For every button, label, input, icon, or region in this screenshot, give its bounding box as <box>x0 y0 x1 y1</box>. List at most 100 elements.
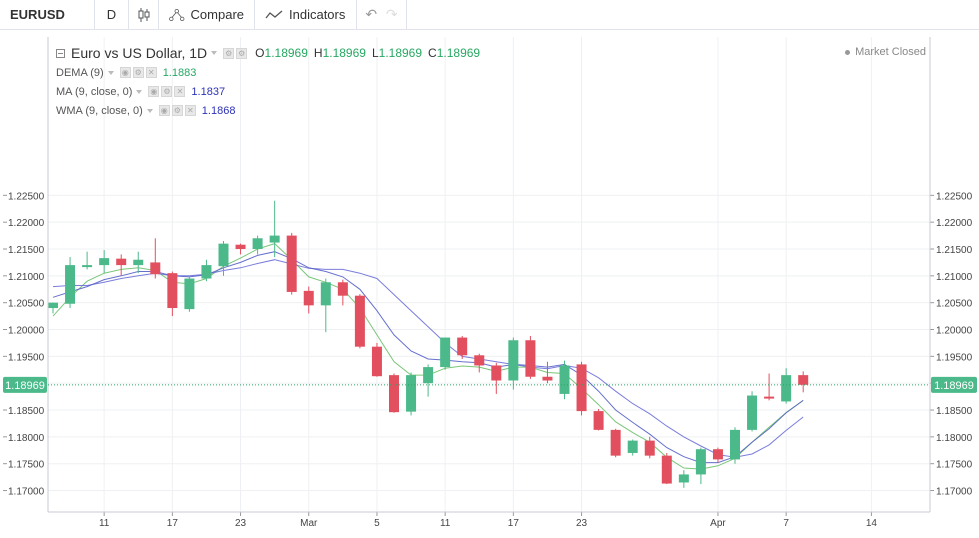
candle-down <box>525 335 536 379</box>
interval-button[interactable]: D <box>95 0 129 29</box>
candle-up <box>99 250 110 274</box>
current-price-label-left: 1.18969 <box>5 380 45 392</box>
chart-legend: Euro vs US Dollar, 1D ⚙ ⚙ O 1.18969 H 1.18… <box>56 43 480 120</box>
current-price-group: 1.18969 1.18969 <box>3 376 977 393</box>
candle-up <box>406 372 417 416</box>
candle-body <box>457 337 468 356</box>
ma-value: 1.1837 <box>191 85 226 98</box>
candle-body <box>798 375 809 385</box>
chevron-down-icon[interactable] <box>107 70 114 75</box>
candle-body <box>712 449 723 460</box>
candle-down <box>593 408 604 431</box>
candle-up <box>218 240 229 276</box>
candle-body <box>576 364 587 412</box>
candle-body <box>252 238 263 250</box>
settings-icon[interactable]: ⚙ <box>223 47 235 59</box>
high-value: 1.18969 <box>322 46 366 60</box>
close-icon[interactable]: ✕ <box>145 67 157 78</box>
candle-down <box>542 361 553 384</box>
candle-body <box>286 235 297 292</box>
candle-down <box>798 371 809 393</box>
low-label: L <box>371 46 379 60</box>
interval-label: D <box>106 7 117 22</box>
candle-body <box>269 235 280 243</box>
candle-down <box>150 238 161 279</box>
wma-label: WMA (9, close, 0) <box>56 104 143 117</box>
y-tick-label-left: 1.17000 <box>8 487 45 498</box>
candle-body <box>542 376 553 381</box>
compare-button[interactable]: Compare <box>159 0 255 29</box>
candle-up <box>559 360 570 400</box>
ma-label: MA (9, close, 0) <box>56 85 133 98</box>
candle-body <box>747 395 758 430</box>
candle-up <box>781 368 792 404</box>
y-tick-label-right: 1.20000 <box>936 326 973 337</box>
indicators-button[interactable]: Indicators <box>255 0 357 29</box>
candle-up <box>678 470 689 488</box>
settings-icon[interactable]: ⚙ <box>161 86 173 97</box>
candle-down <box>764 373 775 401</box>
redo-icon[interactable]: ↷ <box>385 6 398 22</box>
status-dot-icon <box>845 49 851 55</box>
candle-body <box>48 302 58 309</box>
y-tick-label-right: 1.21500 <box>936 245 973 256</box>
chart-style-button[interactable] <box>129 0 159 29</box>
open-value: 1.18969 <box>264 46 308 60</box>
candle-body <box>559 365 570 394</box>
candle-body <box>389 375 399 413</box>
y-tick-label-right: 1.22000 <box>936 218 973 229</box>
candle-down <box>389 373 399 413</box>
current-price-tag-left <box>3 376 47 393</box>
market-status: Market Closed <box>845 46 926 58</box>
candle-up <box>747 391 758 432</box>
settings-icon[interactable]: ⚙ <box>171 105 183 116</box>
eye-icon[interactable]: ◉ <box>119 67 131 78</box>
settings-icon[interactable]: ⚙ <box>132 67 144 78</box>
candle-body <box>627 440 638 453</box>
candles <box>48 200 809 488</box>
y-tick-label-left: 1.21500 <box>8 245 45 256</box>
dema-label: DEMA (9) <box>56 66 104 79</box>
legend-wma-row[interactable]: WMA (9, close, 0) ◉ ⚙ ✕ 1.1868 <box>56 101 480 120</box>
close-icon[interactable]: ✕ <box>184 105 196 116</box>
eye-icon[interactable]: ◉ <box>158 105 170 116</box>
candle-body <box>491 365 502 381</box>
current-price-label-right: 1.18969 <box>934 380 974 392</box>
collapse-legend-icon[interactable] <box>56 48 65 58</box>
indicators-icon <box>265 10 283 18</box>
legend-title: Euro vs US Dollar, 1D <box>71 45 208 61</box>
candle-body <box>133 259 144 266</box>
y-tick-label-right: 1.19500 <box>936 352 973 363</box>
eye-icon[interactable]: ◉ <box>148 86 160 97</box>
candle-body <box>337 282 348 296</box>
candle-body <box>764 396 775 399</box>
indicators-label: Indicators <box>289 7 346 22</box>
candle-down <box>610 428 621 458</box>
candle-body <box>320 282 331 306</box>
undo-redo-group: ↶ ↷ <box>357 0 407 29</box>
candle-down <box>235 243 246 255</box>
x-tick-label: 17 <box>508 518 520 529</box>
candle-body <box>201 265 212 279</box>
x-tick-label: 5 <box>374 518 380 529</box>
candle-body <box>730 429 740 460</box>
candle-body <box>508 340 519 381</box>
x-tick-label: Apr <box>710 518 726 529</box>
candle-body <box>82 265 93 268</box>
candle-body <box>610 429 621 456</box>
undo-icon[interactable]: ↶ <box>365 6 378 22</box>
candle-body <box>184 278 195 310</box>
candle-up <box>730 427 740 464</box>
symbol-search-button[interactable]: EURUSD <box>0 0 95 29</box>
candle-down <box>116 254 127 276</box>
chevron-down-icon[interactable] <box>211 51 218 55</box>
legend-dema-row[interactable]: DEMA (9) ◉ ⚙ ✕ 1.1883 <box>56 63 480 82</box>
chevron-down-icon[interactable] <box>146 108 153 113</box>
legend-ma-row[interactable]: MA (9, close, 0) ◉ ⚙ ✕ 1.1837 <box>56 82 480 101</box>
settings-icon[interactable]: ⚙ <box>236 47 248 59</box>
chart-toolbar: EURUSD D Compare Indicators ↶ ↷ <box>0 0 979 30</box>
close-icon[interactable]: ✕ <box>174 86 186 97</box>
candle-body <box>354 295 365 347</box>
y-tick-label-left: 1.20000 <box>8 326 45 337</box>
chevron-down-icon[interactable] <box>136 89 143 94</box>
